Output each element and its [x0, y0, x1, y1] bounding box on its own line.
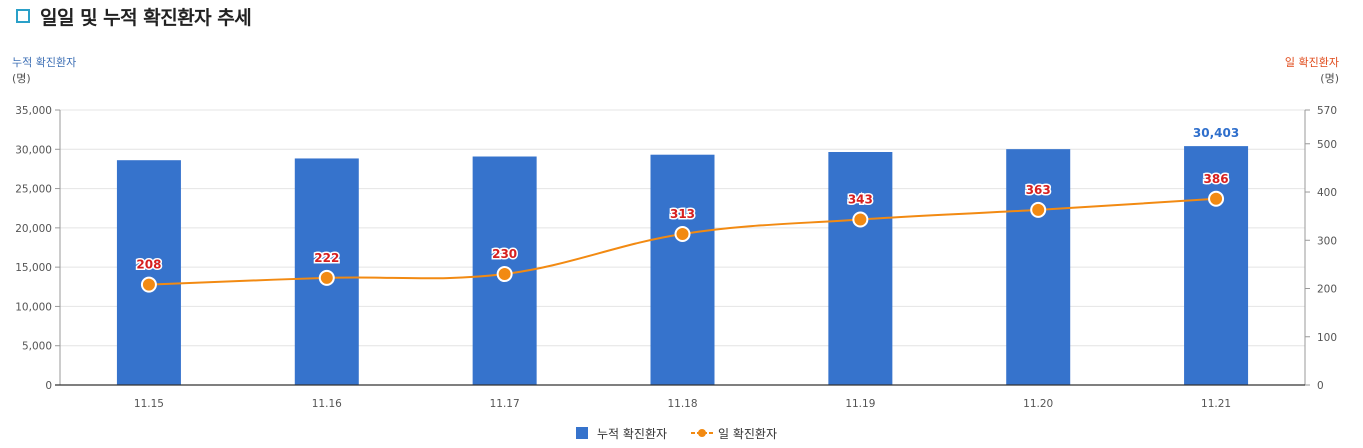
data-labels: 208 222 230 313 343 363 386 30,403: [135, 126, 1239, 273]
axes: [55, 110, 1306, 386]
x-tick-label: 11.19: [845, 398, 875, 410]
left-axis-label: 누적 확진환자: [12, 56, 76, 69]
bar-11.21: [1184, 146, 1249, 385]
left-tick-label: 0: [45, 380, 52, 392]
square-bullet-icon: [16, 9, 30, 23]
right-tick-label: 570: [1317, 105, 1337, 117]
legend-item-bar[interactable]: 누적 확진환자: [597, 427, 667, 441]
left-tick-label: 5,000: [22, 341, 52, 353]
x-axis-ticks: 11.15 11.16 11.17 11.18 11.19 11.20 11.21: [134, 398, 1231, 410]
point-11.20: [1030, 201, 1047, 218]
x-tick-label: 11.16: [312, 398, 342, 410]
point-11.19: [852, 211, 869, 228]
chart-title: 일일 및 누적 확진환자 추세: [40, 6, 252, 29]
left-tick-label: 10,000: [15, 301, 52, 313]
point-11.15: [140, 276, 157, 293]
bar-11.20: [1006, 149, 1071, 385]
x-tick-label: 11.21: [1201, 398, 1231, 410]
point-11.16: [318, 269, 335, 286]
line-series: [140, 190, 1225, 293]
bar-label-last: 30,403: [1193, 126, 1239, 140]
x-tick-label: 11.15: [134, 398, 164, 410]
point-11.18: [674, 225, 691, 242]
left-tick-label: 20,000: [15, 223, 52, 235]
right-tick-label: 200: [1317, 284, 1337, 296]
bar-11.15: [116, 160, 181, 385]
point-11.21: [1208, 190, 1225, 207]
point-11.17: [496, 266, 513, 283]
left-tick-label: 30,000: [15, 144, 52, 156]
point-label: 208: [136, 258, 161, 272]
x-tick-label: 11.18: [667, 398, 697, 410]
bar-series: [116, 146, 1249, 385]
left-axis-unit: (명): [12, 72, 31, 85]
point-label: 343: [848, 193, 873, 207]
legend-swatch-bar: [576, 427, 588, 439]
left-tick-label: 15,000: [15, 262, 52, 274]
bar-11.18: [650, 154, 715, 385]
right-tick-label: 300: [1317, 235, 1337, 247]
x-tick-label: 11.20: [1023, 398, 1053, 410]
legend-swatch-dot: [698, 429, 706, 437]
point-label: 222: [314, 251, 339, 265]
left-axis-ticks: 0 5,000 10,000 15,000 20,000 25,000 30,000 35,0…: [15, 105, 60, 392]
right-axis-unit: (명): [1320, 72, 1339, 85]
point-label: 386: [1204, 172, 1229, 186]
legend-item-line[interactable]: 일 확진환자: [718, 427, 777, 441]
right-tick-label: 500: [1317, 139, 1337, 151]
point-label: 230: [492, 247, 517, 261]
chart-title-row: 일일 및 누적 확진환자 추세: [16, 4, 252, 29]
point-label: 363: [1026, 183, 1051, 197]
bar-11.19: [828, 152, 893, 385]
legend[interactable]: 누적 확진환자 일 확진환자: [576, 427, 777, 441]
left-tick-label: 25,000: [15, 184, 52, 196]
right-axis-ticks: 0 100 200 300 400 500 570: [1305, 105, 1337, 392]
right-tick-label: 400: [1317, 187, 1337, 199]
right-tick-label: 0: [1317, 380, 1324, 392]
right-tick-label: 100: [1317, 332, 1337, 344]
point-label: 313: [670, 207, 695, 221]
x-tick-label: 11.17: [490, 398, 520, 410]
left-tick-label: 35,000: [15, 105, 52, 117]
right-axis-label: 일 확진환자: [1285, 55, 1339, 69]
